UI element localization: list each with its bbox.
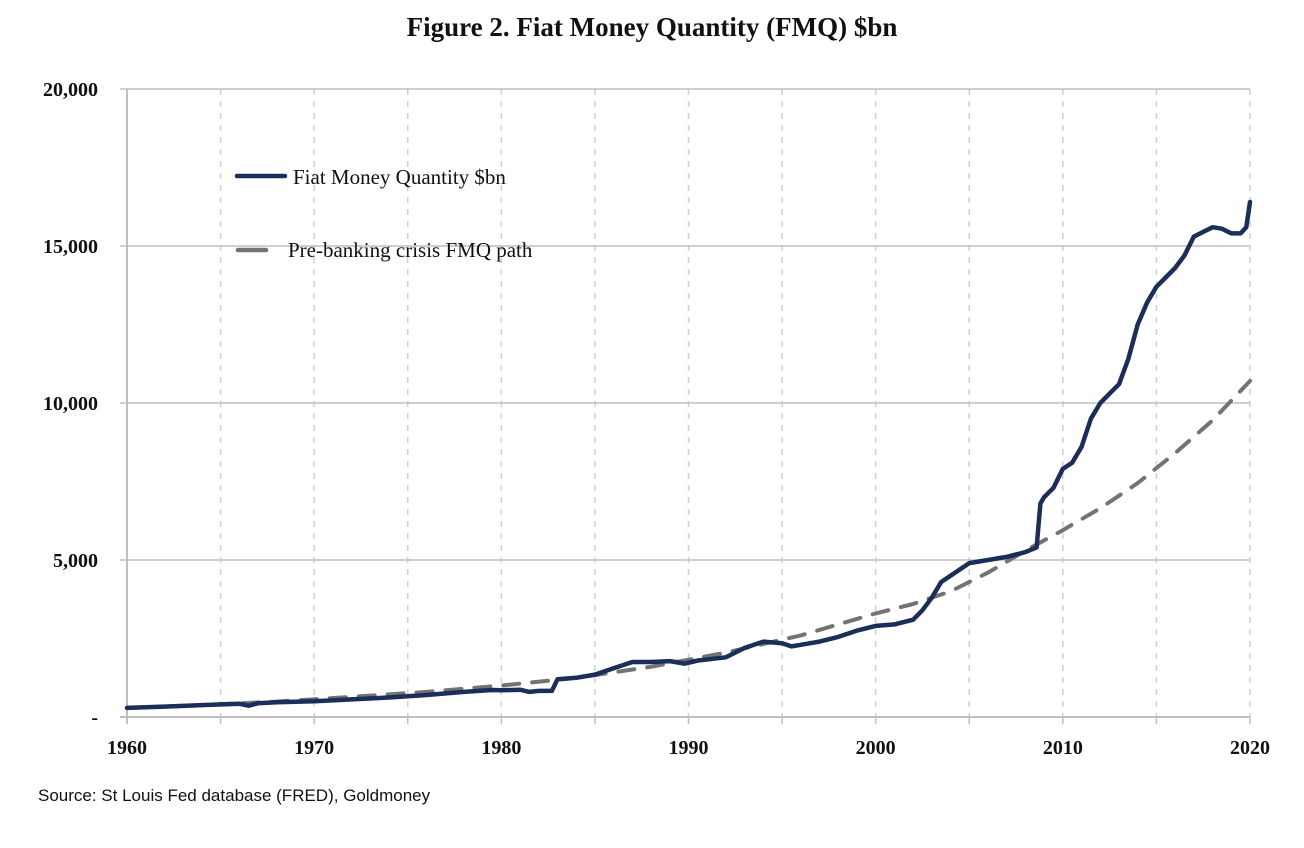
x-tick-label: 2020: [1230, 737, 1270, 759]
source-note: Source: St Louis Fed database (FRED), Go…: [38, 786, 431, 805]
y-axis-ticks: - 5,000 10,000 15,000 20,000: [43, 79, 98, 729]
chart-title: Figure 2. Fiat Money Quantity (FMQ) $bn: [406, 12, 898, 42]
series-line-pre-banking-path: [125, 379, 1252, 710]
legend: Fiat Money Quantity $bn Pre-banking cris…: [234, 165, 533, 262]
legend-label-pre-banking-path: Pre-banking crisis FMQ path: [288, 238, 533, 262]
y-tick-label: 15,000: [43, 236, 98, 258]
y-tick-label: 5,000: [53, 550, 98, 572]
y-tick-label: 10,000: [43, 393, 98, 415]
y-tick-label: -: [91, 707, 98, 729]
x-tick-label: 2000: [856, 737, 896, 759]
x-tick-label: 2010: [1043, 737, 1083, 759]
y-tick-label: 20,000: [43, 79, 98, 101]
x-axis-ticks: 1960 1970 1980 1990 2000 2010 2020: [107, 717, 1270, 759]
x-tick-label: 1980: [481, 737, 521, 759]
x-tick-label: 1970: [294, 737, 334, 759]
axes: [120, 89, 1250, 724]
legend-label-fiat-money: Fiat Money Quantity $bn: [293, 165, 506, 189]
x-tick-label: 1990: [669, 737, 709, 759]
major-gridlines: [120, 88, 1250, 561]
x-tick-label: 1960: [107, 737, 147, 759]
series-line-fiat-money: [124, 199, 1253, 711]
series-layer: [124, 199, 1253, 711]
